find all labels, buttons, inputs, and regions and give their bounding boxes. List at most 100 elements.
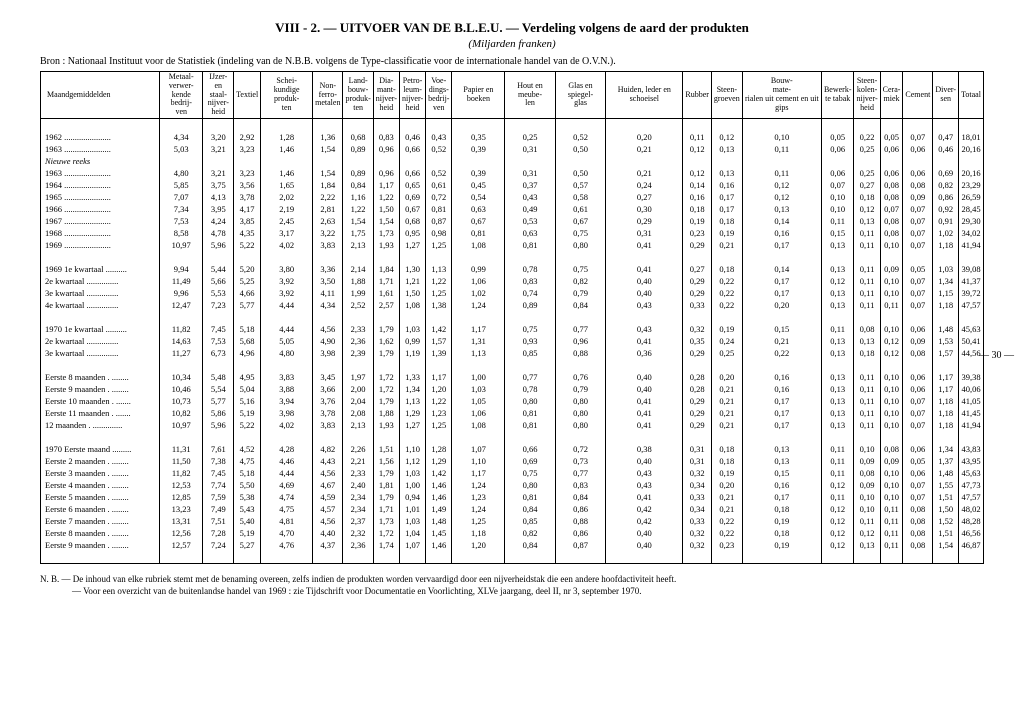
data-cell: 1,23 [426,407,452,419]
data-cell: 2,21 [343,455,373,467]
data-cell: 0,12 [821,515,854,527]
data-cell: 1,79 [373,491,399,503]
data-cell: 41,05 [959,395,984,407]
data-cell: 0,18 [742,503,821,515]
data-cell: 4,13 [203,191,234,203]
data-cell: 5,77 [234,299,261,311]
column-header: Non-ferro-metalen [313,72,343,119]
data-cell: 0,06 [903,467,933,479]
data-cell: 1,88 [373,407,399,419]
data-cell: 4,59 [313,491,343,503]
data-cell: 0,86 [555,503,606,515]
data-cell: 7,61 [203,443,234,455]
data-cell: 1,51 [373,443,399,455]
row-label: 1969 ...................... [41,239,160,251]
data-cell: 0,22 [711,275,742,287]
data-cell: 0,84 [555,491,606,503]
data-cell: 0,08 [903,347,933,359]
data-cell: 0,13 [821,383,854,395]
data-cell: 0,65 [399,179,425,191]
data-cell: 0,07 [903,131,933,143]
data-cell: 7,45 [203,323,234,335]
data-cell: 0,06 [880,167,903,179]
data-cell: 0,10 [880,383,903,395]
data-cell: 34,02 [959,227,984,239]
data-cell: 0,78 [505,383,555,395]
data-cell: 0,46 [933,143,959,155]
data-cell: 0,19 [742,515,821,527]
data-cell: 0,05 [903,455,933,467]
data-cell: 0,68 [343,131,373,143]
data-cell: 0,42 [606,503,683,515]
data-cell: 0,29 [683,407,712,419]
data-cell: 0,61 [426,179,452,191]
data-cell: 6,73 [203,347,234,359]
data-cell: 0,41 [606,491,683,503]
data-cell: 0,12 [821,539,854,551]
data-cell: 1,25 [426,287,452,299]
column-header: Steen-kolen-nijver-heid [854,72,880,119]
data-cell: 0,43 [606,479,683,491]
data-cell: 0,17 [742,491,821,503]
data-cell: 1,93 [373,419,399,431]
data-cell: 1,00 [399,479,425,491]
data-cell: 0,24 [711,335,742,347]
data-cell: 11,50 [160,455,203,467]
data-cell: 4,75 [261,503,313,515]
data-cell: 1,39 [426,347,452,359]
column-header: IJzer- en staal-nijver-heid [203,72,234,119]
data-cell: 23,29 [959,179,984,191]
data-cell: 1,46 [426,539,452,551]
data-cell: 5,44 [203,263,234,275]
data-cell: 11,49 [160,275,203,287]
data-cell: 0,18 [742,527,821,539]
data-cell: 1,38 [426,299,452,311]
column-header: Bewerk-te tabak [821,72,854,119]
data-cell: 4,96 [234,347,261,359]
data-cell: 0,39 [452,167,505,179]
data-cell: 0,05 [880,131,903,143]
data-cell: 3,76 [313,395,343,407]
data-cell: 1,25 [426,239,452,251]
data-cell: 1,79 [373,323,399,335]
data-cell: 0,25 [505,131,555,143]
data-cell: 0,93 [505,335,555,347]
data-cell: 4,34 [160,131,203,143]
data-cell: 0,40 [606,275,683,287]
data-cell: 50,41 [959,335,984,347]
data-cell: 4,44 [261,323,313,335]
data-cell: 1,46 [261,143,313,155]
data-cell: 1,46 [426,491,452,503]
data-cell: 0,17 [711,191,742,203]
data-cell: 2,14 [343,263,373,275]
data-cell: 11,31 [160,443,203,455]
data-cell: 0,10 [821,203,854,215]
data-cell: 0,06 [821,167,854,179]
data-cell: 7,49 [203,503,234,515]
data-cell: 0,19 [742,539,821,551]
data-cell: 0,24 [606,179,683,191]
data-cell: 0,81 [452,227,505,239]
data-cell: 0,13 [821,239,854,251]
data-cell: 0,21 [606,143,683,155]
data-cell: 5,53 [203,287,234,299]
data-cell: 0,22 [742,347,821,359]
data-cell: 3,66 [313,383,343,395]
data-cell: 1,54 [373,215,399,227]
data-cell: 1,54 [313,167,343,179]
row-label: Eerste 10 maanden . ....... [41,395,160,407]
data-cell: 3,56 [234,179,261,191]
data-cell: 5,50 [234,479,261,491]
data-cell: 0,13 [711,167,742,179]
data-cell: 0,96 [555,335,606,347]
data-cell: 0,69 [505,455,555,467]
data-cell: 0,88 [555,515,606,527]
data-cell: 0,17 [742,407,821,419]
data-cell: 1,22 [426,275,452,287]
data-cell: 0,46 [399,131,425,143]
data-cell: 26,59 [959,191,984,203]
data-cell: 0,87 [426,215,452,227]
data-cell: 2,00 [343,383,373,395]
data-cell: 0,11 [821,491,854,503]
data-cell: 9,94 [160,263,203,275]
